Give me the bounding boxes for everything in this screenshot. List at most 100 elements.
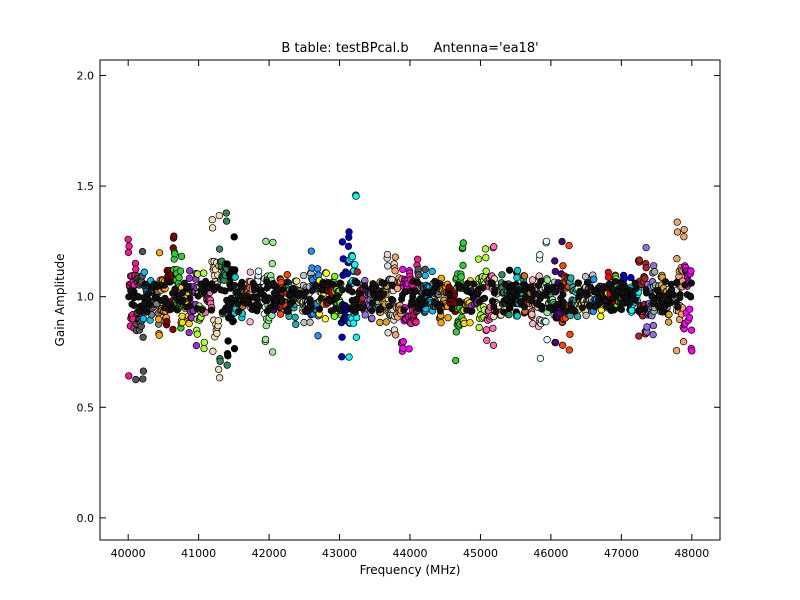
data-point [459, 261, 467, 270]
x-tick-label: 46000 [533, 547, 568, 560]
data-point [686, 305, 694, 313]
data-point [286, 291, 294, 299]
data-point [141, 299, 149, 307]
data-point [642, 243, 650, 252]
data-point [254, 267, 263, 275]
data-point [300, 318, 308, 327]
data-point [474, 255, 483, 263]
data-point [538, 305, 546, 313]
data-point [336, 279, 344, 287]
data-point [169, 289, 177, 297]
data-point [469, 294, 477, 302]
data-point [617, 279, 625, 287]
data-point [680, 225, 688, 234]
data-point [293, 289, 301, 297]
data-point [317, 294, 325, 302]
data-point [500, 308, 508, 316]
data-point [352, 333, 361, 341]
data-point [591, 303, 599, 311]
data-point [446, 291, 454, 299]
data-point [528, 310, 536, 318]
data-point [479, 284, 487, 292]
data-point [549, 283, 557, 291]
data-point [421, 271, 429, 280]
data-point [558, 237, 566, 246]
data-point [590, 275, 598, 283]
data-point [635, 256, 644, 264]
data-point [361, 311, 369, 319]
data-point [635, 332, 643, 340]
data-point [185, 328, 193, 337]
data-point [423, 288, 431, 296]
data-point [230, 345, 239, 353]
data-point [491, 286, 499, 294]
x-tick-label: 44000 [393, 547, 428, 560]
data-point [353, 279, 361, 287]
data-point [685, 313, 694, 322]
data-point [155, 249, 164, 257]
data-point [224, 300, 232, 308]
x-tick-label: 45000 [463, 547, 498, 560]
data-point [528, 276, 537, 284]
data-point [627, 274, 635, 282]
data-point [378, 278, 386, 286]
data-point [376, 305, 384, 313]
data-point [268, 260, 276, 268]
data-point [457, 273, 465, 281]
data-point [462, 282, 470, 290]
data-point [661, 292, 669, 300]
y-tick-label: 1.0 [77, 291, 95, 304]
data-point [674, 303, 682, 311]
data-point [654, 286, 662, 294]
data-point [208, 215, 216, 224]
data-point [135, 307, 143, 315]
data-point [651, 268, 659, 276]
data-point [575, 279, 583, 287]
y-tick-label: 0.5 [77, 401, 95, 414]
data-points [124, 191, 696, 384]
data-point [194, 292, 202, 300]
data-point [291, 313, 299, 321]
data-point [344, 242, 353, 250]
data-point [186, 294, 194, 302]
data-point [307, 247, 315, 255]
data-point [551, 338, 560, 347]
data-point [489, 341, 498, 349]
data-point [237, 283, 245, 291]
data-point [488, 297, 496, 305]
data-point [576, 287, 584, 295]
data-point [679, 338, 688, 346]
data-point [388, 281, 396, 289]
data-point [631, 279, 639, 287]
data-point [368, 314, 376, 322]
data-point [210, 286, 218, 294]
data-point [176, 267, 185, 275]
data-point [430, 298, 438, 306]
data-point [673, 218, 681, 226]
y-tick-label: 1.5 [77, 180, 95, 193]
data-point [127, 287, 135, 295]
data-point [376, 318, 384, 327]
x-tick-label: 47000 [604, 547, 639, 560]
data-point [515, 286, 523, 294]
data-point [628, 306, 636, 314]
data-point [326, 297, 334, 305]
data-point [353, 268, 361, 276]
data-point [581, 272, 590, 281]
data-point [345, 353, 353, 361]
data-point [334, 292, 342, 300]
data-point [193, 330, 201, 338]
data-point [509, 288, 517, 296]
data-point [140, 268, 148, 276]
data-point [306, 296, 314, 304]
data-point [414, 271, 423, 279]
data-point [236, 292, 244, 300]
data-point [169, 325, 177, 334]
data-point [551, 257, 559, 265]
data-point [481, 294, 489, 302]
data-point [209, 347, 217, 355]
data-point [246, 318, 254, 326]
data-point [513, 312, 521, 320]
data-point [229, 317, 237, 325]
x-tick-label: 48000 [674, 547, 709, 560]
